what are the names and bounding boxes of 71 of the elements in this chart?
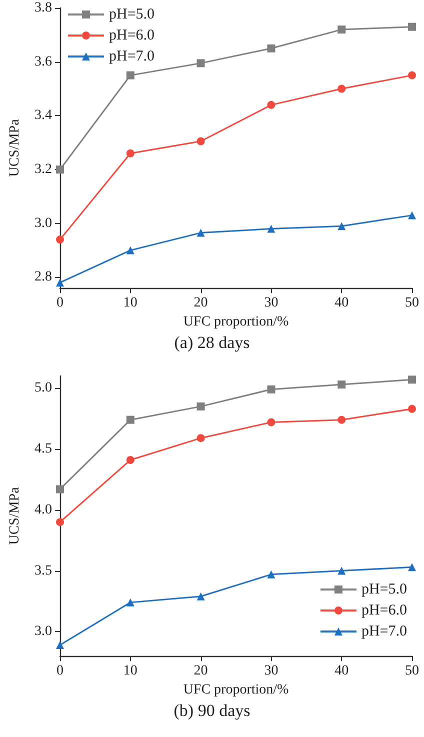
y-axis-title: UCS/MPa — [8, 118, 22, 177]
x-tick-label: 0 — [56, 664, 64, 678]
text: (b) 90 days — [174, 701, 250, 720]
point — [196, 592, 205, 600]
point — [196, 59, 205, 68]
point — [196, 228, 205, 237]
x-tick-label: 10 — [123, 296, 138, 310]
y-tick-label: 3.4 — [34, 108, 52, 124]
x-tick-label: 40 — [334, 664, 349, 678]
point — [338, 380, 346, 389]
point — [126, 71, 134, 80]
point — [267, 100, 276, 109]
legend-label: pH=7.0 — [361, 624, 408, 640]
text: (a) 28 days — [174, 333, 250, 352]
x-tick-label: 20 — [194, 296, 208, 310]
x-axis-title: UFC proportion/% — [183, 682, 290, 698]
point — [56, 641, 64, 650]
x-tick-label: 50 — [405, 296, 419, 310]
y-tick-label: 3.6 — [34, 54, 52, 70]
point — [56, 278, 64, 287]
y-tick-label: 3.8 — [34, 0, 52, 16]
point — [408, 211, 416, 220]
point — [267, 224, 276, 233]
point — [267, 44, 276, 52]
point — [56, 166, 64, 174]
y-tick-label: 3.0 — [34, 624, 52, 640]
x-tick-label: 30 — [264, 296, 278, 310]
point — [408, 376, 416, 384]
point — [338, 26, 346, 34]
legend-label: pH=7.0 — [109, 48, 155, 64]
point — [267, 570, 276, 578]
point — [408, 563, 416, 572]
point — [196, 402, 205, 410]
point — [126, 416, 134, 424]
x-tick-label: 30 — [264, 664, 278, 678]
point — [267, 418, 276, 426]
point — [408, 404, 416, 413]
x-tick-label: 20 — [194, 664, 208, 678]
y-tick-label: 5.0 — [34, 380, 52, 396]
y-tick-label: 4.0 — [34, 502, 52, 518]
y-tick-label: 4.5 — [34, 442, 52, 457]
legend-label: pH=6.0 — [361, 602, 408, 618]
legend-label: pH=6.0 — [109, 28, 155, 44]
x-axis-title: UFC proportion/% — [183, 314, 290, 330]
point — [338, 566, 346, 575]
point — [267, 385, 276, 394]
x-tick-label: 40 — [334, 296, 349, 310]
y-tick-label: 3.2 — [34, 162, 52, 178]
point — [408, 22, 416, 31]
point — [196, 137, 205, 146]
point — [56, 518, 64, 526]
point — [338, 222, 346, 230]
point — [56, 236, 64, 244]
point — [126, 456, 134, 464]
point — [196, 434, 205, 442]
y-tick-label: 2.8 — [34, 270, 52, 285]
legend-label: pH=5.0 — [361, 582, 408, 598]
point — [56, 485, 64, 494]
x-tick-label: 50 — [405, 664, 419, 678]
point — [338, 84, 346, 93]
y-tick-label: 3.5 — [34, 563, 52, 578]
x-tick-label: 0 — [56, 296, 64, 310]
point — [408, 71, 416, 80]
point — [126, 246, 134, 254]
point — [126, 149, 134, 158]
point — [338, 416, 346, 424]
y-tick-label: 3.0 — [34, 216, 52, 231]
y-axis-title: UCS/MPa — [8, 486, 22, 545]
legend-label: pH=5.0 — [109, 6, 155, 22]
point — [126, 598, 134, 606]
x-tick-label: 10 — [123, 664, 138, 678]
